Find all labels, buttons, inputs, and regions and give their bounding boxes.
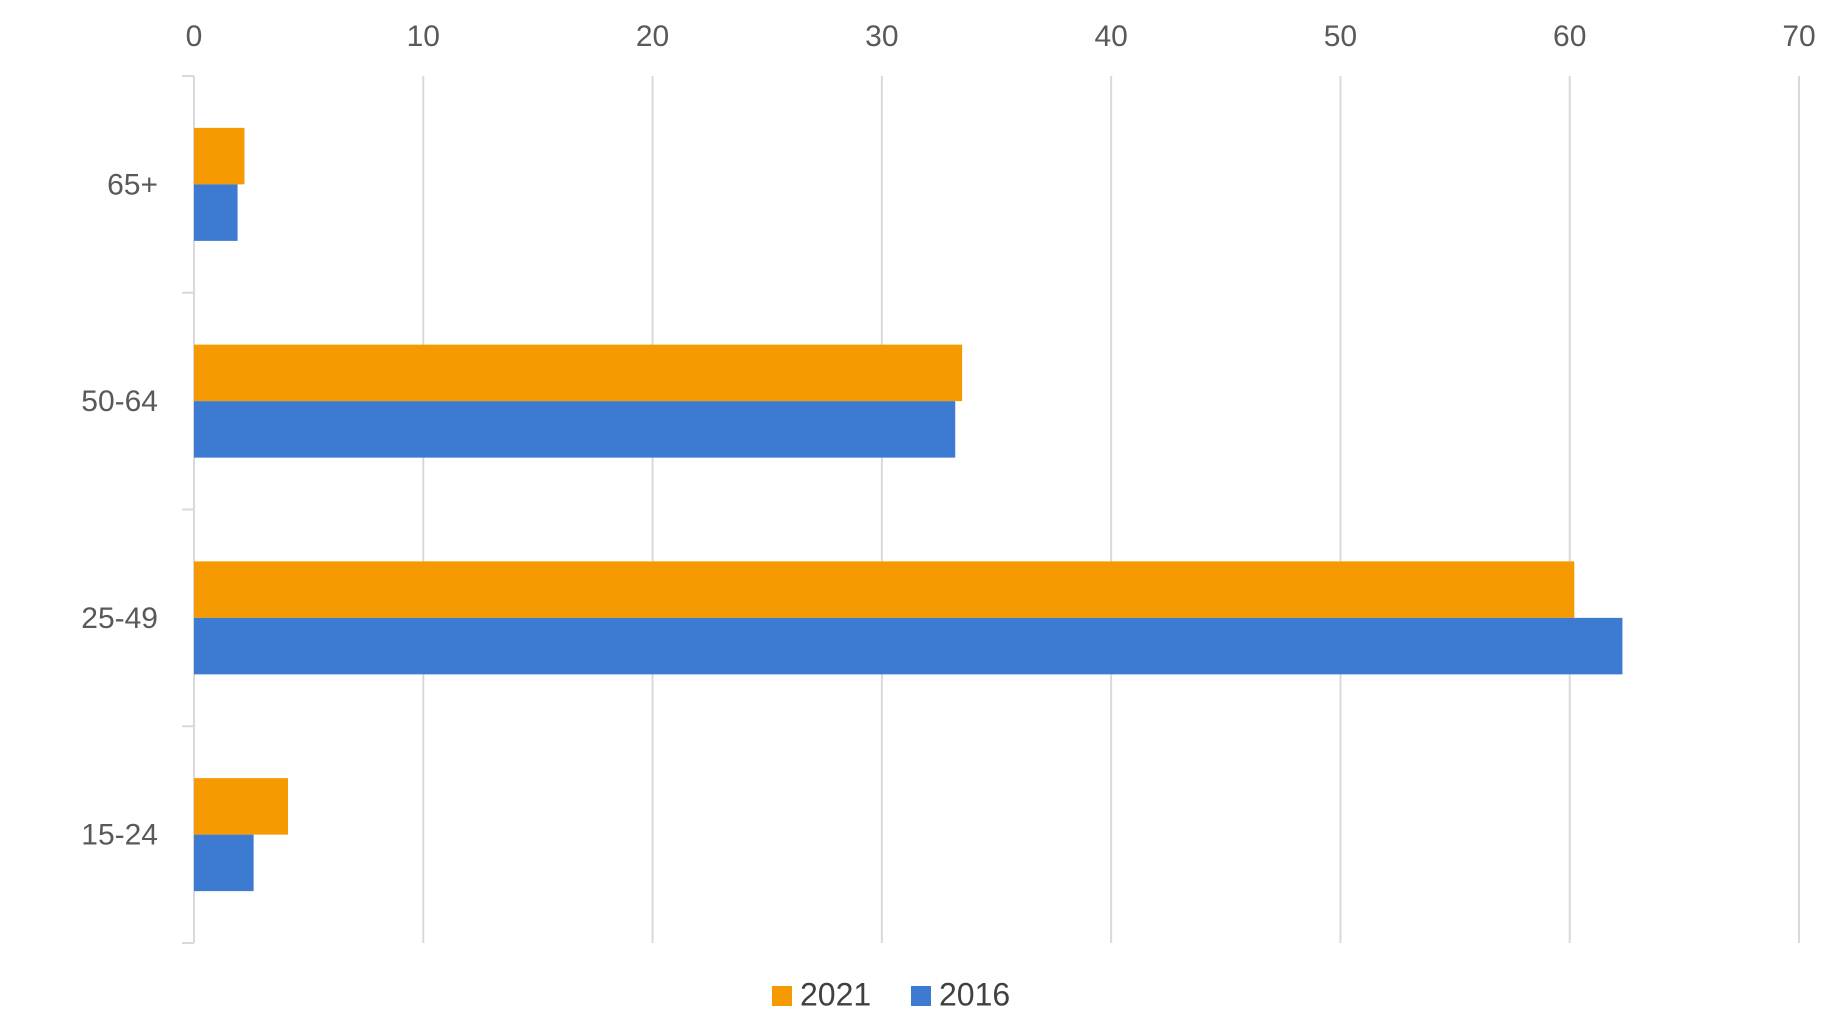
x-tick-label: 50 — [1324, 20, 1357, 53]
x-axis-tick-labels: 0 10 20 30 40 50 60 70 — [186, 20, 1816, 53]
legend-label: 2016 — [939, 976, 1010, 1012]
bars — [194, 127, 1623, 892]
y-tick-label: 65+ — [107, 168, 158, 201]
bar-2016-65+ — [194, 184, 238, 241]
bar-2016-25-49 — [194, 617, 1623, 675]
legend-label: 2021 — [800, 976, 871, 1012]
legend: 2021 2016 — [772, 976, 1010, 1012]
bar-2021-25-49 — [194, 561, 1575, 618]
x-tick-label: 40 — [1094, 20, 1127, 53]
bar-2021-15-24 — [194, 778, 289, 835]
bar-2021-50-64 — [194, 344, 963, 402]
bar-2016-50-64 — [194, 401, 956, 458]
category-axis — [182, 75, 195, 944]
legend-swatch-2021 — [772, 986, 792, 1006]
y-tick-label: 15-24 — [81, 819, 158, 852]
y-axis-tick-labels: 15-24 25-49 50-64 65+ — [81, 168, 158, 851]
bar-2016-15-24 — [194, 834, 254, 892]
bar-2021-65+ — [194, 127, 245, 185]
y-tick-label: 25-49 — [81, 602, 158, 635]
legend-swatch-2016 — [911, 986, 931, 1006]
y-tick-label: 50-64 — [81, 385, 158, 418]
x-tick-label: 0 — [186, 20, 203, 53]
x-tick-label: 60 — [1553, 20, 1586, 53]
x-tick-label: 20 — [636, 20, 669, 53]
x-tick-label: 30 — [865, 20, 898, 53]
gridlines — [422, 76, 1800, 943]
x-tick-label: 10 — [407, 20, 440, 53]
x-tick-label: 70 — [1782, 20, 1815, 53]
